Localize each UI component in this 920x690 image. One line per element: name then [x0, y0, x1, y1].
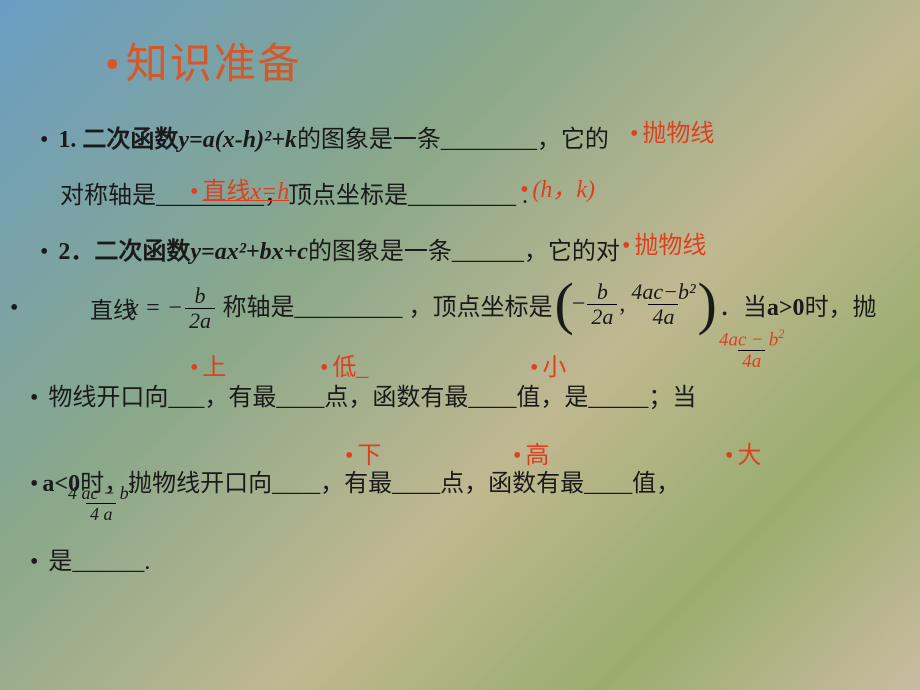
text-q3b: 称轴是_________ ，顶点坐标是 [222, 284, 552, 332]
bullet-icon [40, 239, 52, 265]
text-q3d: 时，抛 [805, 284, 877, 332]
formula-standard-form: y=ax²+bx+c [190, 239, 308, 265]
line-1: 1. 二次函数y=a(x-h)²+k的图象是一条________，它的 抛物线 [40, 116, 885, 164]
line-1b: 对称轴是_________，顶点坐标是_________ . 直线x=h (h，… [60, 172, 885, 220]
answer-minval: 4ac − b2 4a [715, 324, 788, 372]
text-q5: 时，抛物线开口向____，有最____点，函数有最____值， [80, 460, 680, 508]
text-q1c: 对称轴是_________，顶点坐标是_________ . [60, 183, 528, 209]
text-q6: 是______. [48, 549, 150, 575]
vx-lead: − [572, 280, 586, 328]
text-q1b: 的图象是一条________，它的 [297, 127, 609, 153]
vy-frac: 4ac−b² 4a [627, 281, 699, 328]
line-2: 2．二次函数y=ax²+bx+c的图象是一条______，它的对 抛物线 [40, 228, 885, 276]
answer-line-label: 直线 [90, 288, 136, 334]
line-4-answers: 上 低_ 小 4ac − b2 4a [35, 340, 885, 366]
vx-frac: b 2a [587, 281, 617, 328]
text-q4: 物线开口向___，有最____点，函数有最____值，是_____；当 [48, 385, 696, 411]
vertex-formula: − b 2a , 4ac−b² 4a [554, 280, 716, 328]
bullet-icon [30, 460, 42, 508]
slide-title: 知识准备 [105, 30, 885, 91]
bullet-icon [30, 385, 42, 411]
answer-maxval: 4 ac − b2 4 a [64, 478, 138, 526]
line-6: 是______. [30, 538, 885, 586]
bullet-icon [10, 284, 22, 332]
line-5-answers: 下 高 大 [35, 430, 885, 452]
text-q1a: 1. 二次函数 [58, 127, 178, 153]
line-5: a<0 时，抛物线开口向____，有最____点，函数有最____值， 4 ac… [30, 460, 885, 508]
slide-content: 1. 二次函数y=a(x-h)²+k的图象是一条________，它的 抛物线 … [35, 116, 885, 586]
axis-lead: x = − [128, 284, 183, 332]
text-q2b: 的图象是一条______，它的对 [308, 239, 620, 265]
axis-formula: 直线 x = − b 2a [30, 284, 215, 332]
answer-axis-xh: 直线x=h [190, 168, 289, 216]
answer-vertex-hk: (h，k) [520, 166, 595, 214]
bullet-icon [30, 549, 42, 575]
formula-vertex-form: y=a(x-h)²+k [178, 127, 297, 153]
text-q2a: 2．二次函数 [58, 239, 190, 265]
slide: 知识准备 1. 二次函数y=a(x-h)²+k的图象是一条________，它的… [0, 0, 920, 690]
axis-fraction: b 2a [185, 285, 215, 332]
line-4: 物线开口向___，有最____点，函数有最____值，是_____；当 [30, 374, 885, 422]
bullet-icon [40, 127, 52, 153]
answer-parabola1: 抛物线 [630, 110, 714, 158]
answer-parabola2: 抛物线 [622, 222, 706, 270]
